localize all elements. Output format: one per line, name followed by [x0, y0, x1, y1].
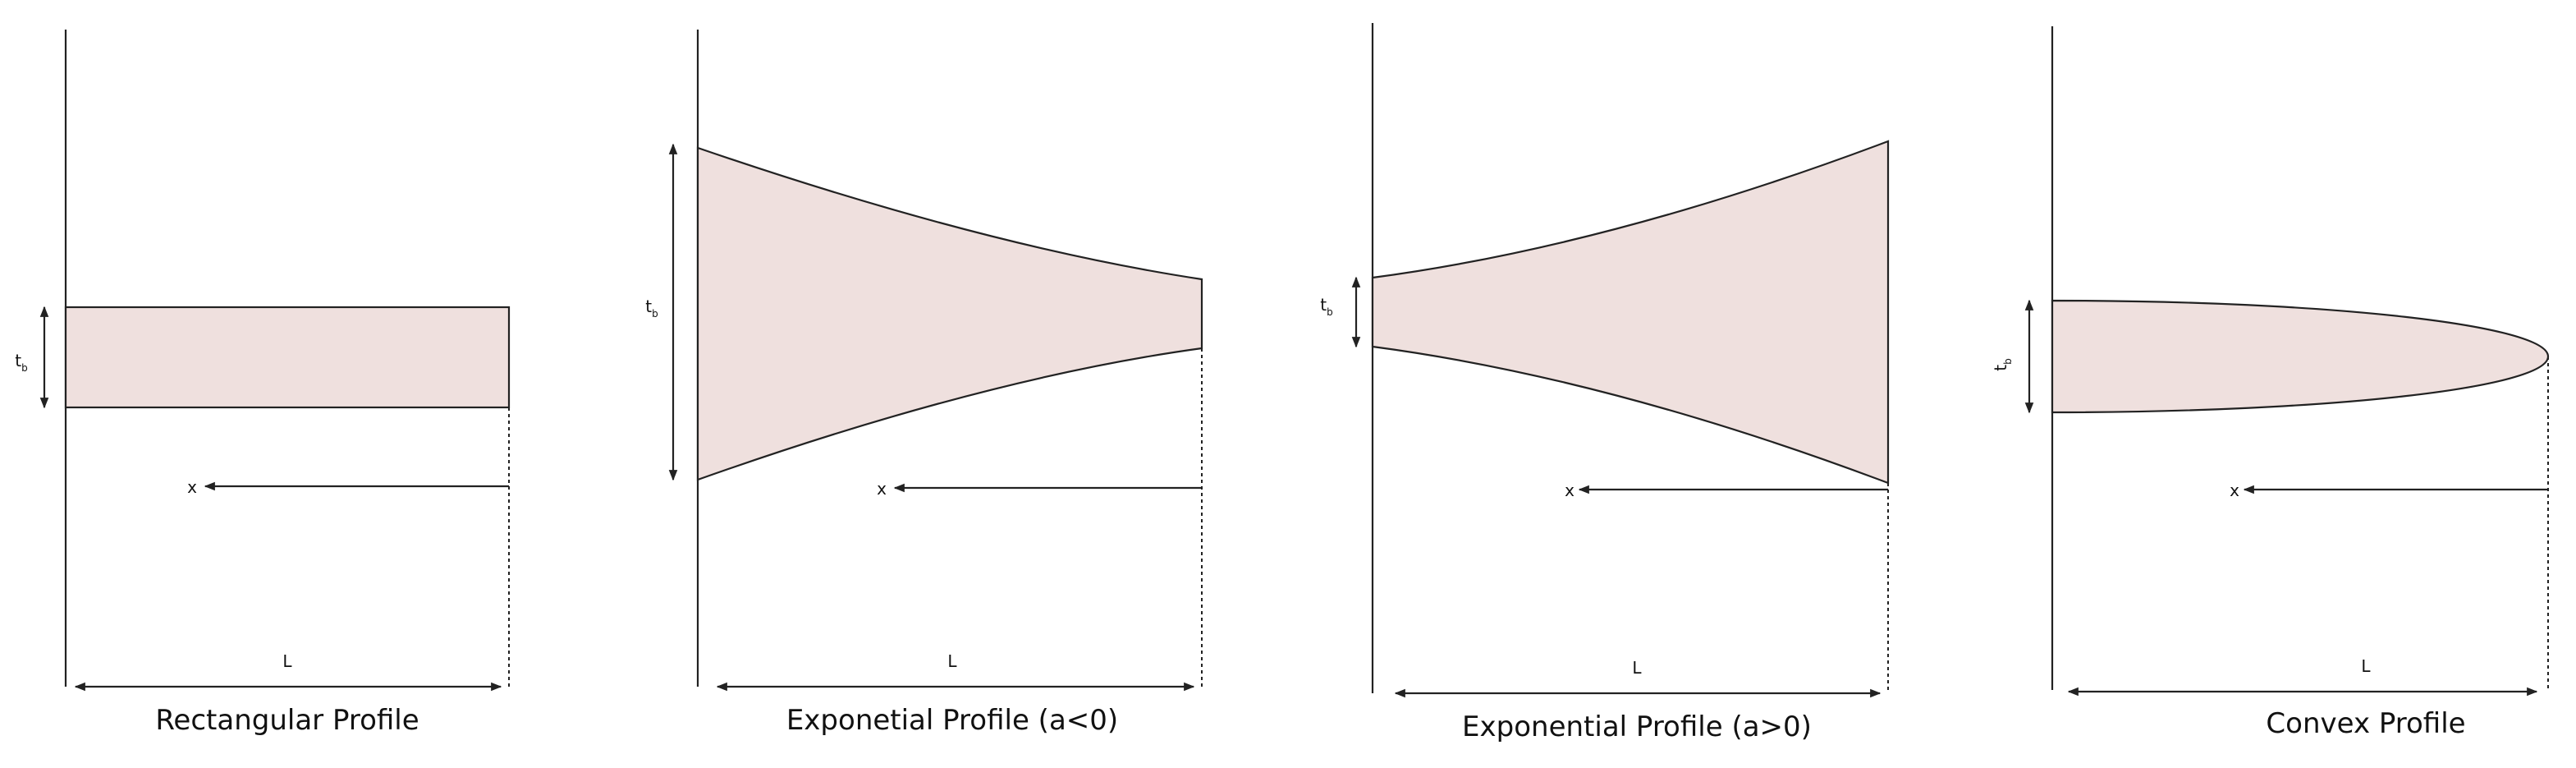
fin-profile — [696, 146, 1203, 481]
thickness-sub: b — [1327, 306, 1333, 318]
panel-convex: tb x L Convex Profile — [1991, 26, 2550, 740]
length-label: L — [282, 651, 292, 671]
thickness-label: tb — [1320, 295, 1332, 318]
fin-profile — [64, 306, 511, 409]
thickness-sub: b — [2002, 358, 2014, 365]
caption: Exponential Profile (a>0) — [1462, 711, 1812, 743]
x-label: x — [1565, 481, 1574, 500]
length-label: L — [947, 651, 957, 671]
length-label: L — [2361, 656, 2371, 676]
thickness-label: tb — [645, 297, 658, 320]
thickness-main: t — [1991, 365, 2010, 371]
x-label: x — [2230, 481, 2239, 500]
panel-exponential-negative: tb x L Exponetial Profile (a<0) — [645, 30, 1203, 737]
caption: Exponetial Profile (a<0) — [786, 704, 1118, 737]
thickness-main: t — [1320, 295, 1327, 315]
thickness-sub: b — [21, 362, 28, 374]
length-label: L — [1632, 658, 1642, 678]
caption: Rectangular Profile — [155, 704, 419, 737]
fin-profile — [1371, 140, 1890, 485]
thickness-label: tb — [15, 351, 27, 374]
fin-profile — [2051, 299, 2550, 414]
caption: Convex Profile — [2266, 707, 2465, 740]
thickness-main: t — [645, 297, 652, 316]
thickness-sub: b — [652, 308, 658, 320]
x-label: x — [877, 479, 887, 499]
x-label: x — [187, 477, 197, 497]
thickness-main: t — [15, 351, 21, 370]
thickness-label: tb — [1991, 358, 2014, 370]
panel-exponential-positive: tb x L Exponential Profile (a>0) — [1320, 23, 1890, 743]
panel-rectangular: tb x L Rectangular Profile — [15, 30, 511, 737]
